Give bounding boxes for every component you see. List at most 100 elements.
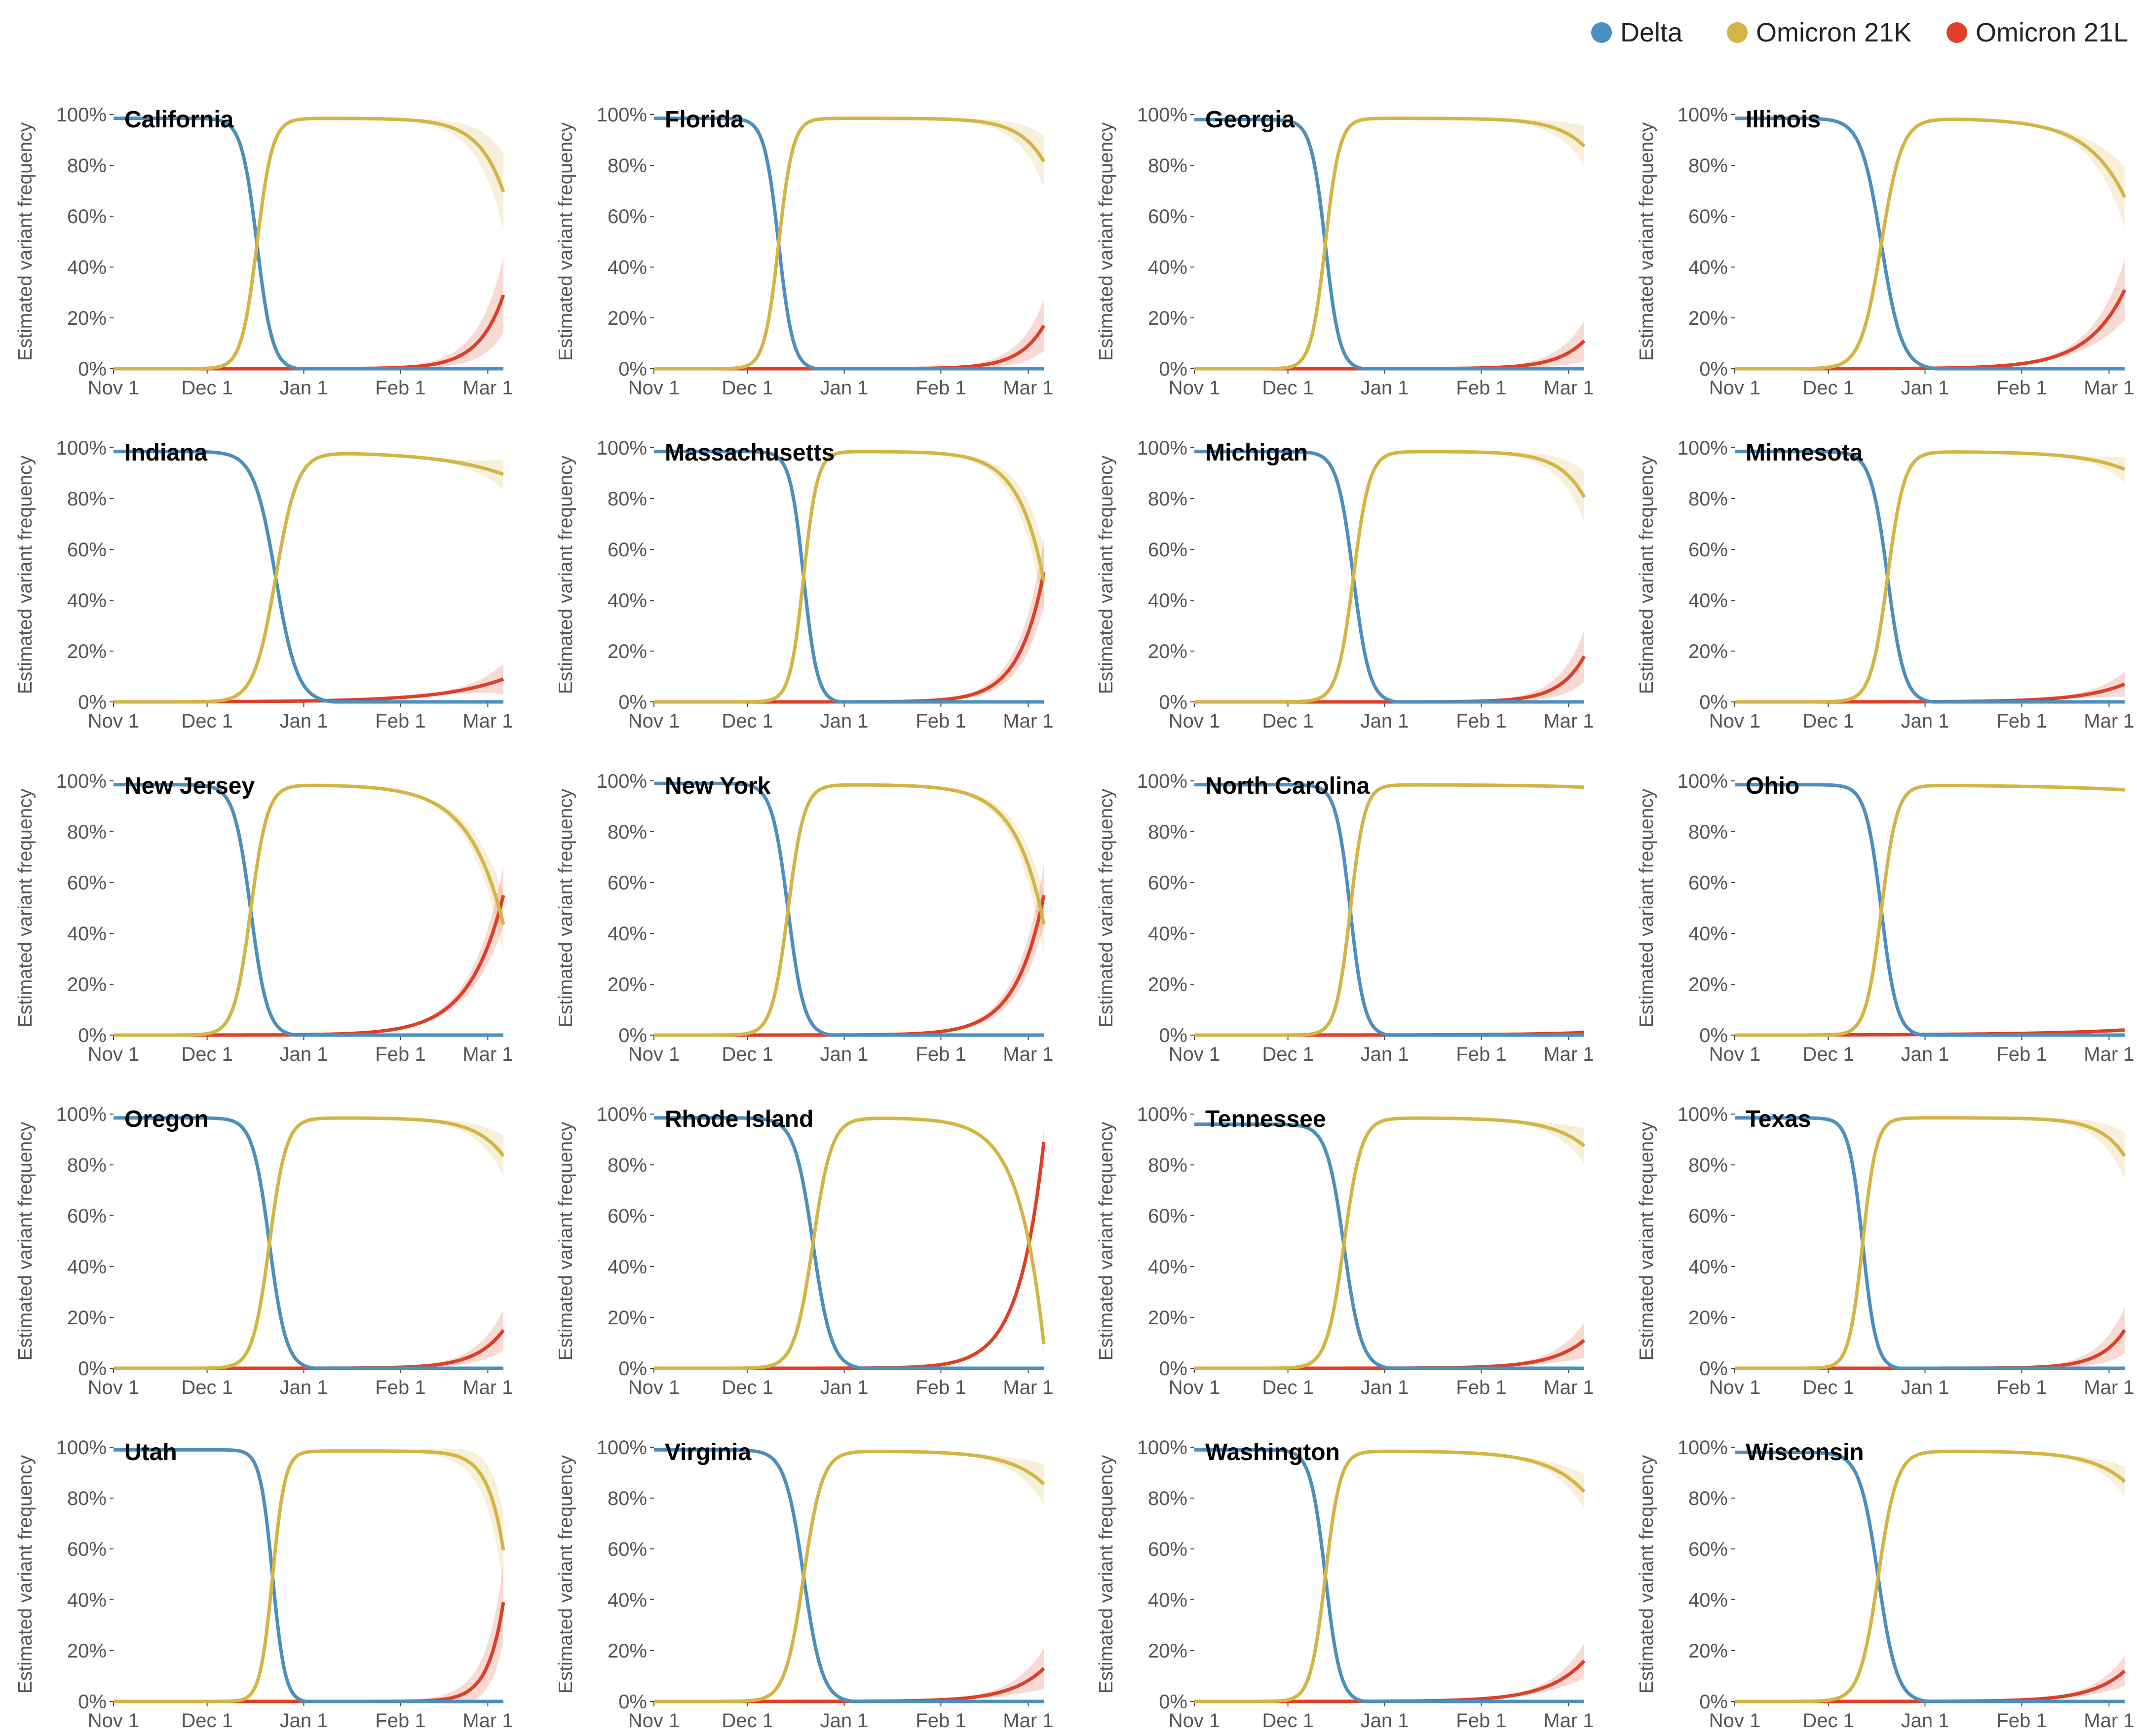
- series-line-omicron-21k: [1734, 783, 2125, 1037]
- x-tick-label: Jan 1: [820, 1377, 869, 1398]
- y-tick-label: 100%: [597, 437, 647, 459]
- x-tick-label: Jan 1: [1901, 1710, 1949, 1732]
- x-tick-label: Nov 1: [1169, 1710, 1221, 1732]
- y-tick-label: 60%: [608, 872, 647, 894]
- series-line-omicron-21l: [1734, 682, 2126, 704]
- y-tick-label: 40%: [1148, 1256, 1187, 1278]
- y-tick-label: 20%: [1148, 308, 1187, 329]
- ci-band-omicron-21l: [114, 1564, 503, 1701]
- y-axis-label: Estimated variant frequency: [1636, 788, 1657, 1027]
- x-tick-label: Nov 1: [1709, 377, 1761, 399]
- y-tick-label: 100%: [1678, 1104, 1728, 1125]
- x-tick-label: Feb 1: [375, 377, 425, 399]
- x-tick-label: Mar 1: [1543, 1377, 1594, 1398]
- panel-tennessee: Estimated variant frequency 0% 20% 40% 60% 80…: [1096, 1104, 1594, 1398]
- x-tick-label: Dec 1: [181, 710, 233, 732]
- ci-band-omicron-21k: [1735, 452, 2125, 702]
- y-tick-label: 20%: [1148, 974, 1187, 996]
- y-tick-label: 80%: [1688, 821, 1728, 843]
- series-line-omicron-21l: [1194, 1659, 1586, 1703]
- panel-oregon: Estimated variant frequency 0% 20% 40% 60% 80…: [15, 1104, 513, 1398]
- y-tick-label: 80%: [1688, 488, 1728, 510]
- y-tick-label: 80%: [608, 1488, 647, 1509]
- y-axis-label: Estimated variant frequency: [555, 788, 576, 1027]
- x-tick-label: Nov 1: [1169, 377, 1221, 399]
- y-tick-label: 60%: [67, 872, 107, 894]
- ci-band-omicron-21k: [114, 1118, 503, 1368]
- y-axis-label: Estimated variant frequency: [1636, 455, 1657, 694]
- ci-band-omicron-21k: [114, 1448, 503, 1701]
- x-tick-label: Feb 1: [916, 1710, 966, 1732]
- y-tick-label: 40%: [608, 1256, 647, 1278]
- y-tick-label: 0%: [1159, 1691, 1187, 1713]
- y-tick-label: 60%: [1148, 1205, 1187, 1227]
- y-tick-label: 100%: [1137, 771, 1187, 792]
- legend: Delta Omicron 21K Omicron 21L: [1591, 18, 2128, 47]
- y-tick-label: 60%: [608, 206, 647, 228]
- y-tick-label: 80%: [67, 1155, 107, 1176]
- ci-band-omicron-21k: [1194, 1118, 1584, 1368]
- y-tick-label: 100%: [56, 104, 107, 126]
- x-tick-label: Dec 1: [722, 1043, 773, 1065]
- x-tick-label: Dec 1: [181, 1710, 233, 1732]
- y-axis-label: Estimated variant frequency: [555, 1455, 576, 1694]
- ci-band-omicron-21k: [114, 785, 503, 1035]
- x-tick-label: Nov 1: [1709, 1377, 1761, 1398]
- x-tick-label: Jan 1: [1361, 377, 1409, 399]
- series-line-omicron-21k: [653, 783, 1046, 1037]
- panels-grid: Estimated variant frequency 0% 20% 40% 60% 80…: [15, 104, 2135, 1732]
- y-tick-label: 20%: [608, 974, 647, 996]
- y-axis-label: Estimated variant frequency: [555, 455, 576, 694]
- x-tick-label: Jan 1: [820, 710, 869, 732]
- y-tick-label: 80%: [67, 488, 107, 510]
- y-axis-label: Estimated variant frequency: [15, 1121, 36, 1360]
- series-line-omicron-21l: [653, 1667, 1045, 1703]
- y-tick-label: 60%: [1688, 1205, 1728, 1227]
- series-line-omicron-21k: [1734, 1449, 2126, 1703]
- y-tick-label: 0%: [1699, 692, 1728, 713]
- x-tick-label: Mar 1: [1003, 710, 1053, 732]
- ci-band-omicron-21k: [654, 118, 1044, 369]
- x-tick-label: Feb 1: [916, 710, 966, 732]
- x-tick-label: Mar 1: [1003, 1710, 1053, 1732]
- ci-band-omicron-21l: [114, 257, 503, 369]
- y-tick-label: 0%: [1159, 1358, 1187, 1380]
- x-tick-label: Nov 1: [628, 1043, 680, 1065]
- series-line-omicron-21k: [113, 116, 505, 371]
- y-tick-label: 60%: [608, 1205, 647, 1227]
- y-tick-label: 100%: [1678, 1437, 1728, 1459]
- y-axis-label: Estimated variant frequency: [1096, 1121, 1117, 1360]
- series-line-delta: [1734, 450, 2125, 704]
- y-tick-label: 60%: [608, 539, 647, 561]
- x-tick-label: Dec 1: [1802, 1710, 1854, 1732]
- y-tick-label: 0%: [1159, 1025, 1187, 1046]
- ci-band-omicron-21k: [114, 454, 503, 702]
- series-line-delta: [653, 1116, 1044, 1370]
- panel-title: Ohio: [1746, 773, 1799, 799]
- x-tick-label: Feb 1: [916, 377, 966, 399]
- panel-indiana: Estimated variant frequency 0% 20% 40% 60% 80…: [15, 437, 513, 732]
- y-tick-label: 20%: [608, 308, 647, 329]
- series-line-omicron-21k: [113, 1449, 505, 1703]
- x-tick-label: Jan 1: [1361, 1377, 1409, 1398]
- ci-band-omicron-21l: [1194, 1322, 1584, 1368]
- x-tick-label: Dec 1: [722, 710, 773, 732]
- series-line-delta: [1734, 783, 2125, 1037]
- ci-band-omicron-21k: [654, 1118, 1044, 1368]
- series-line-delta: [1734, 116, 2125, 371]
- x-tick-label: Dec 1: [722, 1377, 773, 1398]
- x-tick-label: Feb 1: [375, 1710, 425, 1732]
- y-tick-label: 40%: [608, 923, 647, 945]
- y-tick-label: 0%: [1699, 1358, 1728, 1380]
- y-tick-label: 40%: [1688, 1589, 1728, 1611]
- series-line-delta: [653, 116, 1044, 371]
- panel-title: Oregon: [124, 1106, 209, 1132]
- y-tick-label: 0%: [1699, 1025, 1728, 1046]
- panel-north-carolina: Estimated variant frequency 0% 20% 40% 60% 80…: [1096, 771, 1594, 1065]
- panel-georgia: Estimated variant frequency 0% 20% 40% 60% 80…: [1096, 104, 1594, 399]
- panel-title: New York: [665, 773, 771, 799]
- y-tick-label: 80%: [608, 155, 647, 177]
- y-tick-label: 60%: [1148, 539, 1187, 561]
- panel-title: Minnesota: [1746, 440, 1863, 466]
- panel-title: Indiana: [124, 440, 207, 466]
